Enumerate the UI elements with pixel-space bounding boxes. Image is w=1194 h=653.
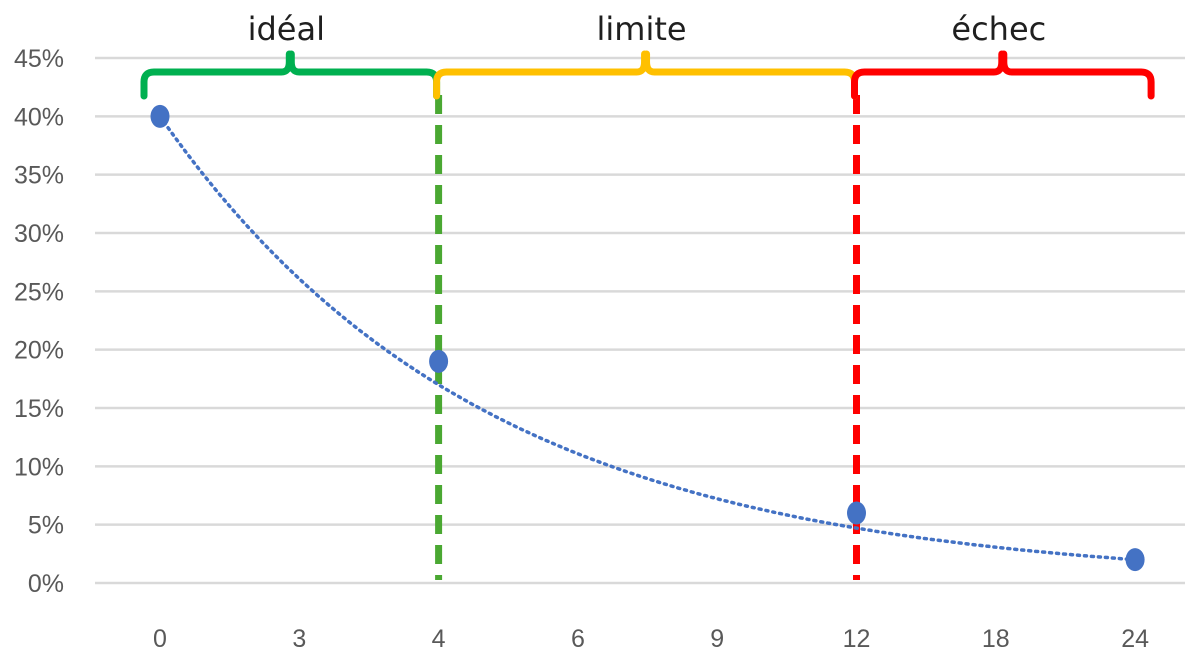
x-tick-label: 12 (843, 625, 871, 653)
x-tick-label: 24 (1121, 625, 1149, 653)
zone-bracket (140, 50, 441, 100)
x-tick-label: 9 (710, 625, 724, 653)
y-axis-ticks: 0% 5% 10% 15% 20% 25% 30% 35% 40% 45% (14, 45, 64, 598)
zone-bracket (433, 50, 858, 100)
zone-brackets: idéal limite échec (140, 10, 1155, 100)
data-point (847, 501, 866, 525)
y-tick-label: 0% (28, 570, 64, 598)
data-point (1125, 548, 1145, 572)
threshold-lines (435, 95, 860, 580)
x-tick-label: 18 (982, 625, 1010, 653)
data-point (150, 104, 170, 128)
zone-label: idéal (248, 10, 325, 48)
trendline-path (158, 114, 1134, 562)
y-tick-label: 20% (14, 337, 64, 365)
y-tick-label: 5% (28, 512, 64, 540)
x-tick-label: 6 (571, 625, 585, 653)
y-tick-label: 25% (14, 278, 64, 306)
y-tick-label: 30% (14, 220, 64, 248)
data-point (429, 349, 449, 373)
gridlines (95, 56, 1185, 585)
zone-bracket (851, 50, 1155, 100)
x-tick-label: 0 (153, 625, 167, 653)
y-tick-label: 35% (14, 162, 64, 190)
x-tick-label: 3 (292, 625, 306, 653)
trendline (158, 114, 1134, 562)
zone-label: échec (951, 10, 1046, 48)
x-tick-label: 4 (432, 625, 446, 653)
y-tick-label: 45% (14, 45, 64, 73)
x-axis-ticks: 0 3 4 6 9 12 18 24 (153, 625, 1149, 653)
data-points (150, 104, 1145, 572)
y-tick-label: 10% (14, 453, 64, 481)
y-tick-label: 40% (14, 103, 64, 131)
zone-label: limite (597, 10, 687, 48)
y-tick-label: 15% (14, 395, 64, 423)
